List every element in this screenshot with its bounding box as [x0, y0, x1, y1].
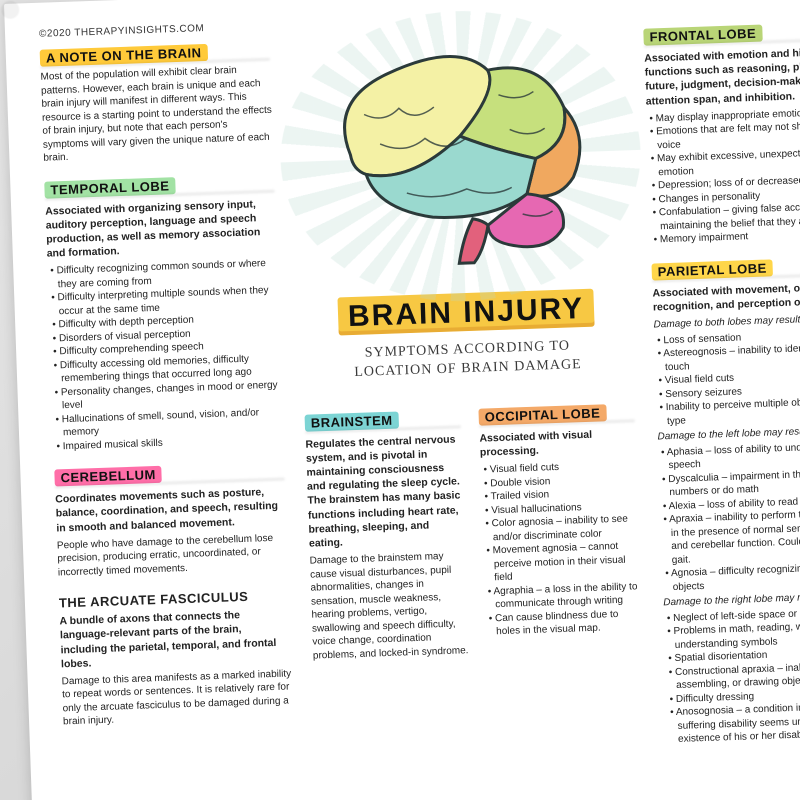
section-note: A NOTE ON THE BRAIN Most of the populati…: [40, 42, 274, 165]
cerebellum-lead: Coordinates movements such as posture, b…: [55, 485, 286, 536]
note-body: Most of the population will exhibit clea…: [40, 63, 273, 165]
section-frontal: FRONTAL LOBE Associated with emotion and…: [643, 21, 800, 248]
section-parietal: PARIETAL LOBE Associated with movement, …: [651, 255, 800, 747]
arcuate-body: Damage to this area manifests as a marke…: [61, 667, 293, 729]
temporal-bullets: Difficulty recognizing common sounds or …: [49, 257, 283, 454]
list-item: Agraphia – a loss in the ability to comm…: [487, 580, 642, 612]
heading-cerebellum: CEREBELLUM: [54, 466, 162, 487]
heading-temporal: TEMPORAL LOBE: [44, 177, 175, 199]
section-cerebellum: CEREBELLUM Coordinates movements such as…: [54, 462, 288, 580]
heading-note: A NOTE ON THE BRAIN: [40, 44, 208, 67]
parietal-sub1: Loss of sensationAstereognosis – inabili…: [656, 326, 800, 428]
brain-svg: [307, 36, 615, 276]
heading-parietal: PARIETAL LOBE: [651, 259, 773, 280]
center-column: BRAIN INJURY SYMPTOMS ACCORDING TOLOCATI…: [291, 29, 646, 775]
section-arcuate: THE ARCUATE FASCICULUS A bundle of axons…: [59, 588, 294, 730]
subtitle: SYMPTOMS ACCORDING TOLOCATION OF BRAIN D…: [339, 337, 596, 384]
section-occipital: OCCIPITAL LOBE Associated with visual pr…: [478, 403, 643, 659]
arcuate-lead: A bundle of axons that connects the lang…: [59, 607, 291, 672]
brainstem-lead: Regulates the central nervous system, an…: [305, 432, 465, 551]
heading-frontal: FRONTAL LOBE: [643, 25, 762, 46]
temporal-lead: Associated with organizing sensory input…: [45, 196, 277, 261]
list-item: Can cause blindness due to holes in the …: [488, 607, 643, 639]
parietal-sub3: Neglect of left-side space or bodyProble…: [666, 604, 800, 747]
list-item: Aphasia – loss of ability to understand …: [660, 438, 800, 473]
brain-illustration: [307, 36, 615, 276]
list-item: Apraxia – inability to perform tasks or …: [662, 505, 800, 567]
left-column: A NOTE ON THE BRAIN Most of the populati…: [40, 42, 295, 784]
section-brainstem: BRAINSTEM Regulates the central nervous …: [305, 409, 470, 665]
frontal-bullets: May display inappropriate emotionsEmotio…: [648, 104, 800, 247]
right-column: FRONTAL LOBE Associated with emotion and…: [643, 21, 800, 763]
heading-occipital: OCCIPITAL LOBE: [478, 404, 606, 425]
cerebellum-body: People who have damage to the cerebellum…: [57, 531, 288, 580]
document-sheet: ©2020 THERAPYINSIGHTS.COM A NOTE ON THE …: [4, 0, 800, 800]
frontal-lead: Associated with emotion and higher funct…: [644, 44, 800, 109]
parietal-lead: Associated with movement, orientation, r…: [652, 278, 800, 314]
list-item: Movement agnosia – cannot perceive motio…: [485, 539, 640, 585]
brainstem-body: Damage to the brainstem may cause visual…: [309, 549, 469, 662]
occipital-lead: Associated with visual processing.: [479, 426, 636, 460]
occipital-bullets: Visual field cutsDouble visionTrailed vi…: [482, 458, 642, 639]
brain-brainstem-region: [458, 218, 490, 263]
viewport: { "copyright": "©2020 THERAPYINSIGHTS.CO…: [0, 0, 800, 800]
parietal-sub2: Aphasia – loss of ability to understand …: [660, 438, 800, 594]
section-temporal: TEMPORAL LOBE Associated with organizing…: [44, 173, 283, 454]
list-item: Anosognosia – a condition in which a per…: [669, 698, 800, 746]
main-title-block: BRAIN INJURY SYMPTOMS ACCORDING TOLOCATI…: [337, 289, 596, 384]
heading-brainstem: BRAINSTEM: [305, 411, 399, 431]
